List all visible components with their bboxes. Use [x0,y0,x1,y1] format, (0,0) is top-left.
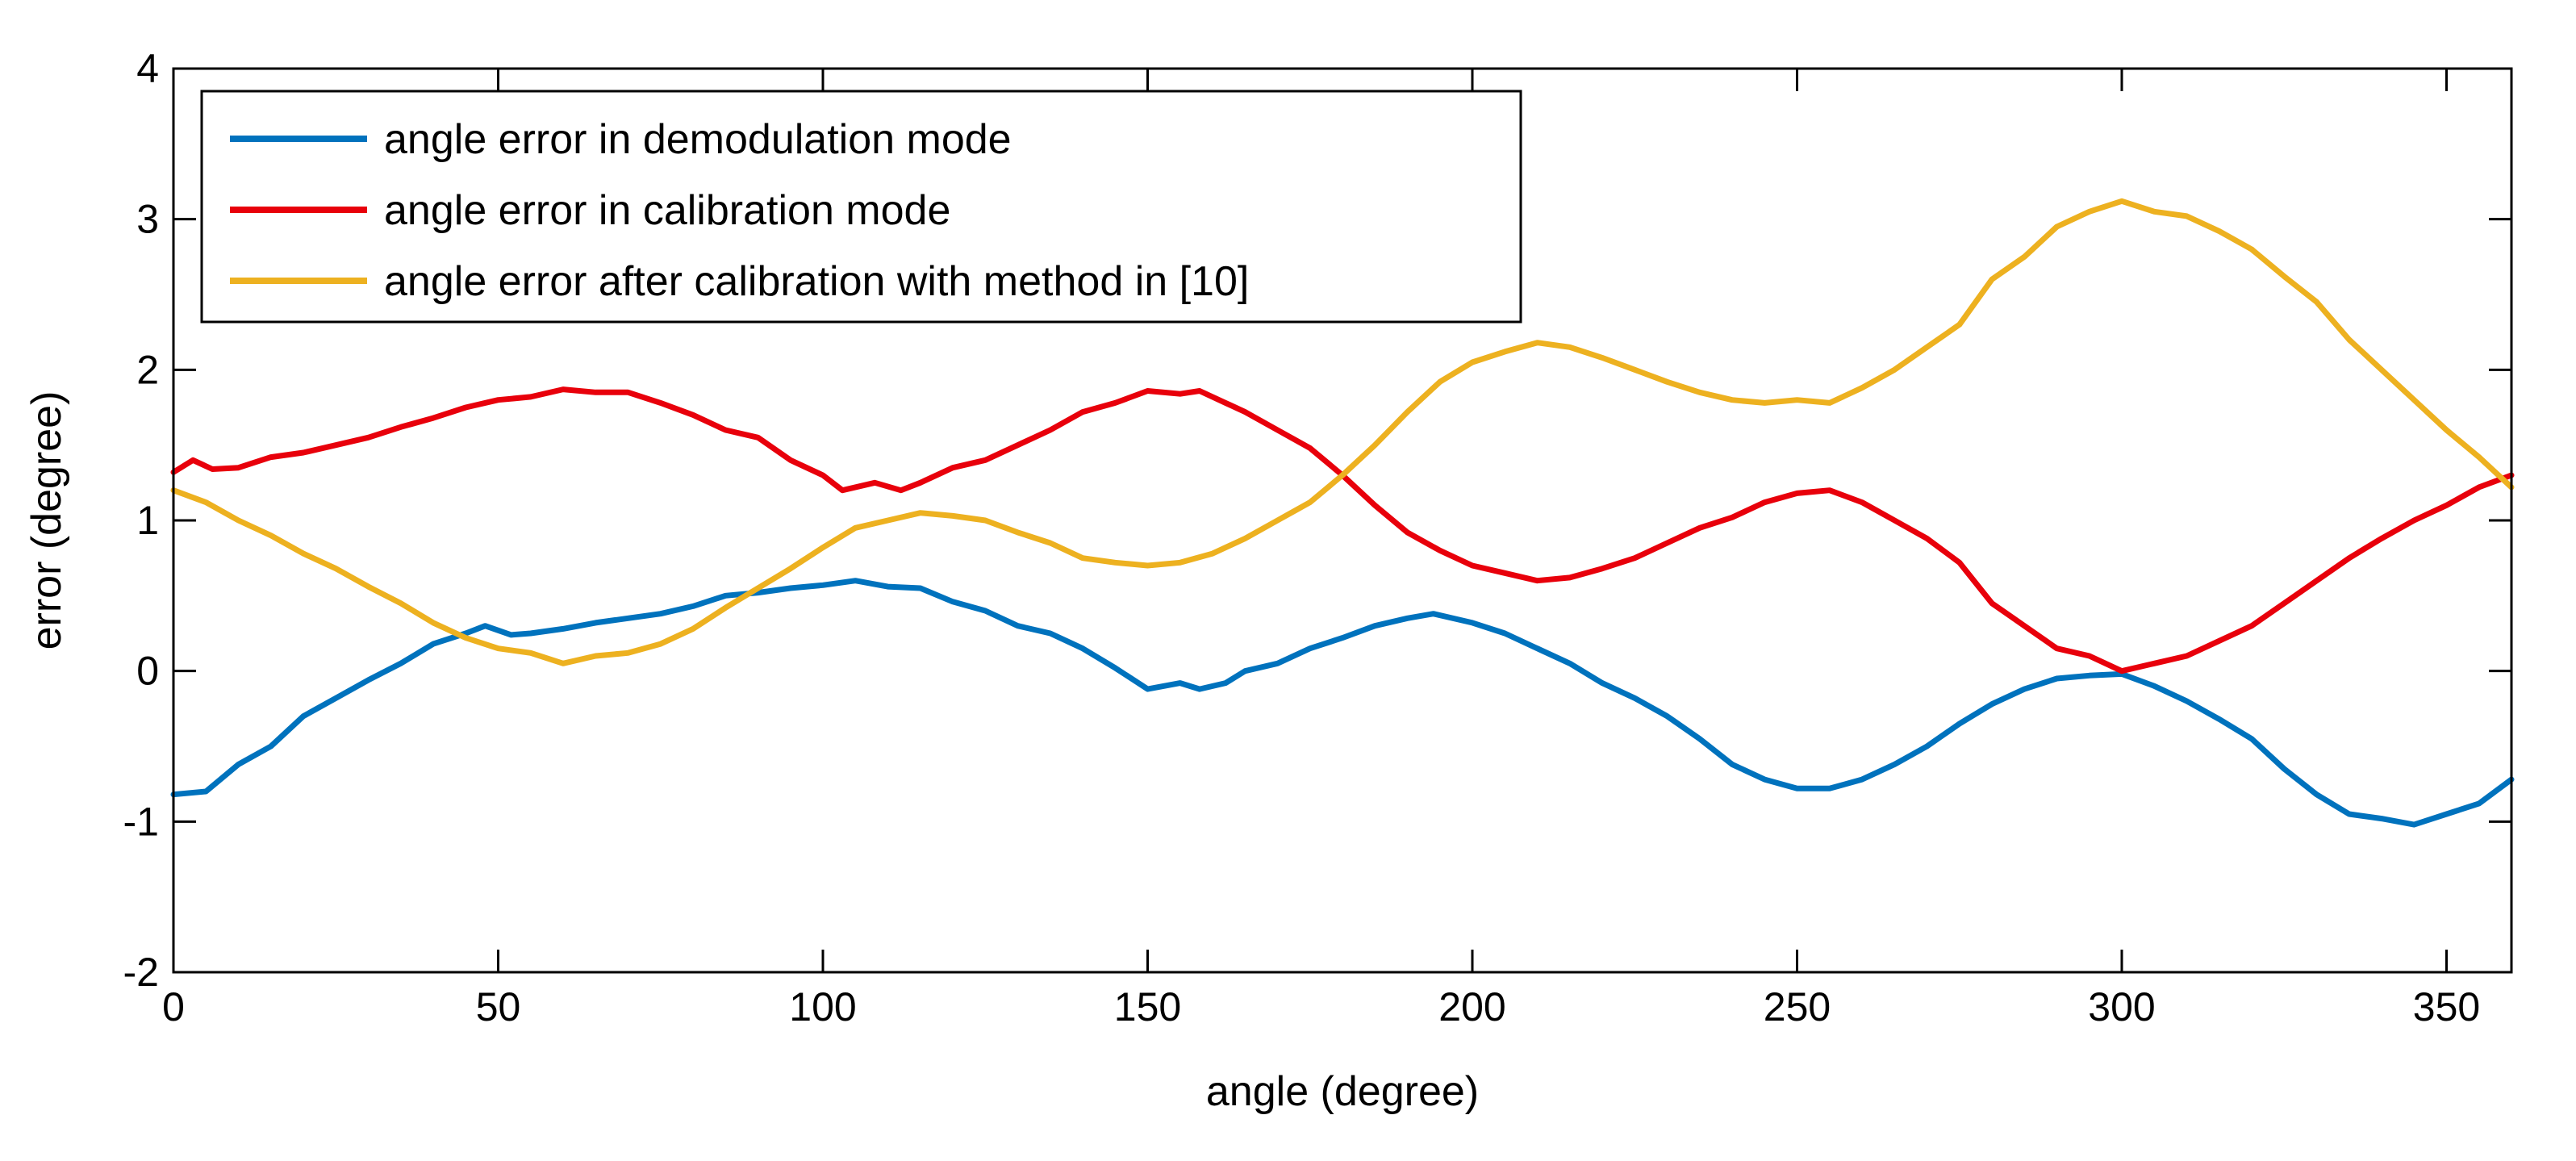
legend: angle error in demodulation mode angle e… [200,90,1522,324]
x-tick-label: 100 [789,984,856,1029]
x-tick-label: 150 [1114,984,1181,1029]
y-tick-label: 1 [136,498,159,543]
tick-labels-layer: 0 50 100 150 200 250 300 350 -2 -1 0 1 2 3 4 [123,46,2481,1029]
y-axis-label: error (degree) [23,391,70,650]
x-tick-label: 350 [2413,984,2480,1029]
x-axis-label: angle (degree) [1206,1068,1479,1115]
x-tick-label: 0 [162,984,185,1029]
x-tick-label: 200 [1438,984,1505,1029]
ticks-layer [172,67,2511,974]
x-tick-label: 250 [1764,984,1831,1029]
y-tick-label: -2 [123,950,159,995]
y-tick-label: -1 [123,799,159,844]
legend-box [200,90,1522,324]
y-tick-label: 2 [136,347,159,392]
legend-entry: angle error in demodulation mode [230,116,1012,163]
legend-entry: angle error after calibration with metho… [230,258,1249,305]
series-line-angle-error-in-calibration-mode [170,386,2515,674]
series-line-angle-error-in-demodulation-mode [170,578,2515,828]
x-tick-label: 50 [476,984,521,1029]
legend-label-after-calibration: angle error after calibration with metho… [384,258,1249,305]
legend-entry: angle error in calibration mode [230,187,950,234]
series-layer [170,198,2515,828]
y-tick-label: 0 [136,649,159,694]
legend-label-calibration: angle error in calibration mode [384,187,950,234]
y-tick-label: 3 [136,197,159,242]
x-tick-label: 300 [2088,984,2155,1029]
series-line-angle-error-after-calibration-with-method-in-10 [170,198,2515,666]
legend-label-demodulation: angle error in demodulation mode [384,116,1012,163]
y-tick-label: 4 [136,46,159,91]
